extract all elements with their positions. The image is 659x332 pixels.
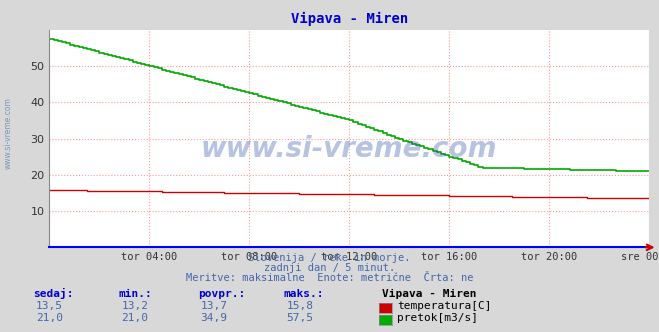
Text: 15,8: 15,8 <box>287 301 313 311</box>
Text: 57,5: 57,5 <box>287 313 313 323</box>
Text: 13,5: 13,5 <box>36 301 63 311</box>
Text: povpr.:: povpr.: <box>198 289 245 299</box>
Text: 34,9: 34,9 <box>201 313 227 323</box>
Text: temperatura[C]: temperatura[C] <box>397 301 492 311</box>
Text: www.si-vreme.com: www.si-vreme.com <box>201 135 498 163</box>
Text: Meritve: maksimalne  Enote: metrične  Črta: ne: Meritve: maksimalne Enote: metrične Črta… <box>186 273 473 283</box>
Text: maks.:: maks.: <box>283 289 324 299</box>
Text: sedaj:: sedaj: <box>33 288 73 299</box>
Title: Vipava - Miren: Vipava - Miren <box>291 12 408 26</box>
Text: Slovenija / reke in morje.: Slovenija / reke in morje. <box>248 253 411 263</box>
Text: pretok[m3/s]: pretok[m3/s] <box>397 313 478 323</box>
Text: Vipava - Miren: Vipava - Miren <box>382 289 476 299</box>
Text: min.:: min.: <box>119 289 152 299</box>
Text: 13,7: 13,7 <box>201 301 227 311</box>
Text: 21,0: 21,0 <box>36 313 63 323</box>
Text: 21,0: 21,0 <box>122 313 148 323</box>
Text: zadnji dan / 5 minut.: zadnji dan / 5 minut. <box>264 263 395 273</box>
Text: 13,2: 13,2 <box>122 301 148 311</box>
Text: www.si-vreme.com: www.si-vreme.com <box>3 97 13 169</box>
